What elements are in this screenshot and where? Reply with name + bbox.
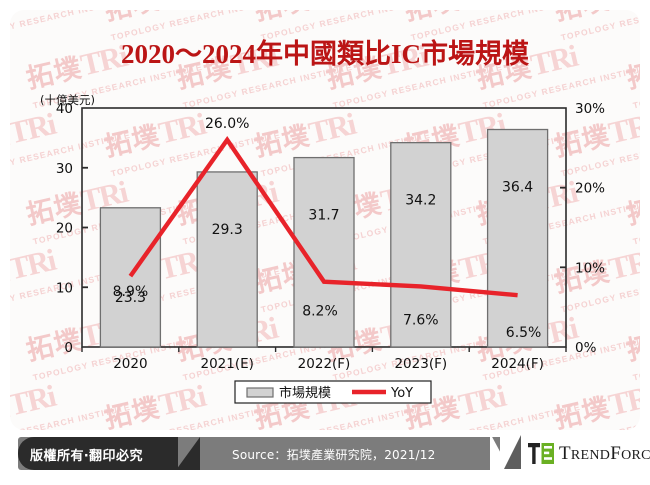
- legend-line-label: YoY: [390, 386, 413, 401]
- bar-2021(E)[interactable]: [196, 171, 258, 348]
- y-axis-tick-label: 0: [64, 340, 73, 356]
- chart-legend: 市場規模 YoY: [234, 380, 432, 404]
- brand-rend: REND: [570, 447, 611, 463]
- y2-axis-tick-label: 0%: [575, 340, 597, 356]
- y-axis-unit-label: (十億美元): [40, 93, 95, 107]
- yoy-value-label: 26.0%: [205, 116, 249, 132]
- yoy-value-label: 8.2%: [302, 304, 338, 320]
- y-axis-tick-label: 20: [56, 221, 73, 237]
- footer-dark-band: [18, 437, 200, 470]
- trendforce-logo: TRENDFORCE: [490, 433, 650, 474]
- logo-slash-decoration: [504, 435, 521, 469]
- trendforce-mark-icon: [528, 442, 554, 465]
- brand-t: T: [559, 442, 571, 464]
- yoy-value-label: 7.6%: [403, 312, 439, 328]
- source-text: Source：拓墣產業研究院，2021/12: [232, 448, 436, 462]
- x-axis-tick-label: 2024(F): [491, 356, 544, 372]
- footer-bar: 版權所有‧翻印必究 Source：拓墣產業研究院，2021/12 TRENDFO…: [0, 433, 650, 477]
- y2-axis-tick-label: 20%: [575, 181, 605, 197]
- bar-value-label: 34.2: [405, 193, 436, 209]
- yoy-value-label: 6.5%: [506, 325, 542, 341]
- bar-value-label: 36.4: [502, 180, 533, 196]
- legend-bar-label: 市場規模: [279, 385, 331, 401]
- x-axis-tick-label: 2023(F): [394, 356, 447, 372]
- brand-orce: ORCE: [621, 447, 650, 463]
- bar-2023(F)[interactable]: [390, 142, 452, 348]
- bar-value-label: 29.3: [212, 222, 243, 238]
- yoy-line-series: [128, 136, 518, 298]
- page-title: 2020～2024年中國類比IC市場規模: [120, 39, 529, 69]
- brand-f: F: [610, 442, 622, 464]
- combo-chart: 0 10 20 30 40 0% 10% 20% 30% 23.3 29.3 31.7 34.2 36.4…: [56, 101, 605, 404]
- y-axis-tick-label: 30: [56, 161, 73, 177]
- y-axis-tick-label: 40: [56, 101, 73, 117]
- bar-2024(F)[interactable]: [486, 128, 549, 348]
- y2-axis-tick-label: 30%: [575, 101, 605, 117]
- copyright-text: 版權所有‧翻印必究: [30, 449, 144, 464]
- trendforce-wordmark: TRENDFORCE: [559, 443, 650, 465]
- y-axis-tick-label: 10: [56, 280, 73, 296]
- x-axis-tick-label: 2022(F): [298, 356, 351, 372]
- bar-value-label: 23.3: [115, 290, 146, 306]
- chart-plot-area: 0 10 20 30 40 0% 10% 20% 30% 23.3 29.3 31.7 34.2 36.4…: [10, 10, 640, 430]
- bar-value-label: 31.7: [308, 208, 339, 224]
- y2-axis-tick-label: 10%: [575, 260, 605, 276]
- yoy-value-label: 8.9%: [113, 284, 149, 300]
- bar-2020[interactable]: [99, 207, 162, 348]
- x-axis-tick-label: 2020: [113, 356, 147, 372]
- x-axis-tick-label: 2021(E): [200, 356, 253, 372]
